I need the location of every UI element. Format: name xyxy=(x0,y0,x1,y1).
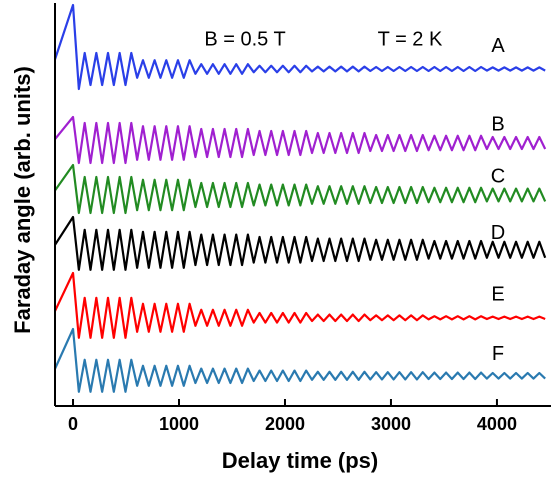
trace xyxy=(55,327,546,393)
plot-area xyxy=(55,3,547,393)
trace xyxy=(55,215,547,271)
trace xyxy=(55,3,546,91)
x-tick-label: 3000 xyxy=(371,414,411,434)
series-label: E xyxy=(491,283,504,305)
series-label: D xyxy=(491,222,505,244)
x-tick-label: 2000 xyxy=(265,414,305,434)
trace xyxy=(55,163,547,215)
x-tick-label: 0 xyxy=(68,414,78,434)
x-tick-label: 1000 xyxy=(159,414,199,434)
series-label: C xyxy=(491,166,505,188)
annotation: T = 2 K xyxy=(378,28,443,50)
series-label: A xyxy=(491,35,505,57)
series-label: B xyxy=(491,113,504,135)
trace xyxy=(55,115,547,165)
x-axis-title: Delay time (ps) xyxy=(222,448,379,473)
series-label: F xyxy=(492,343,504,365)
y-axis-title: Faraday angle (arb. units) xyxy=(10,66,35,334)
x-tick-label: 4000 xyxy=(477,414,517,434)
trace xyxy=(55,271,546,339)
annotation: B = 0.5 T xyxy=(204,28,285,50)
